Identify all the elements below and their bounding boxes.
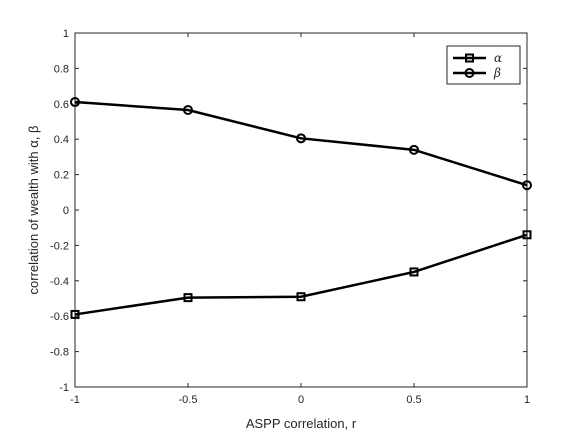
y-tick-label: 0.8 <box>54 63 69 75</box>
y-tick-label: -0.4 <box>50 276 69 288</box>
y-tick-label: 0.4 <box>54 134 69 146</box>
legend-item: β <box>453 66 501 80</box>
legend-box <box>446 45 521 85</box>
y-tick-label: -0.2 <box>50 240 69 252</box>
series-circle <box>70 97 532 191</box>
data-point <box>70 309 80 319</box>
series-line <box>74 100 528 187</box>
data-point <box>183 293 193 303</box>
x-tick-label: 0 <box>298 394 304 406</box>
series-line <box>74 233 528 316</box>
legend-label: β <box>493 66 501 80</box>
data-point <box>296 133 306 144</box>
y-tick-label: 0 <box>63 205 69 217</box>
data-point <box>522 230 532 240</box>
data-point <box>522 180 532 191</box>
x-ticks: -1 -0.5 0 0.5 1 <box>70 33 530 406</box>
y-ticks: -1 -0.8 -0.6 -0.4 -0.2 0 0.2 0.4 0.6 0.8 1 <box>50 28 527 394</box>
y-tick-label: -0.8 <box>50 347 69 359</box>
data-point <box>409 144 419 155</box>
plot-area <box>74 32 528 388</box>
legend-item: α <box>453 51 502 65</box>
y-tick-label: 0.2 <box>54 170 69 182</box>
y-axis-label: correlation of wealth with α, β <box>26 126 41 295</box>
x-axis-label: ASPP correlation, r <box>246 416 357 431</box>
data-point <box>183 104 193 115</box>
legend-marker <box>464 68 475 78</box>
x-tick-label: 0.5 <box>406 394 421 406</box>
y-tick-label: -0.6 <box>50 311 69 323</box>
x-tick-label: 1 <box>524 394 530 406</box>
y-tick-label: -1 <box>59 382 69 394</box>
x-tick-label: -1 <box>70 394 80 406</box>
series-layer <box>70 97 532 319</box>
legend-marker <box>465 53 474 63</box>
y-tick-label: 0.6 <box>54 99 69 111</box>
legend-label: α <box>494 51 502 65</box>
data-point <box>70 97 80 108</box>
y-tick-label: 1 <box>63 28 69 40</box>
legend: αβ <box>446 45 521 85</box>
data-point <box>296 292 306 302</box>
data-point <box>409 267 419 277</box>
series-square <box>70 230 532 319</box>
x-tick-label: -0.5 <box>179 394 198 406</box>
